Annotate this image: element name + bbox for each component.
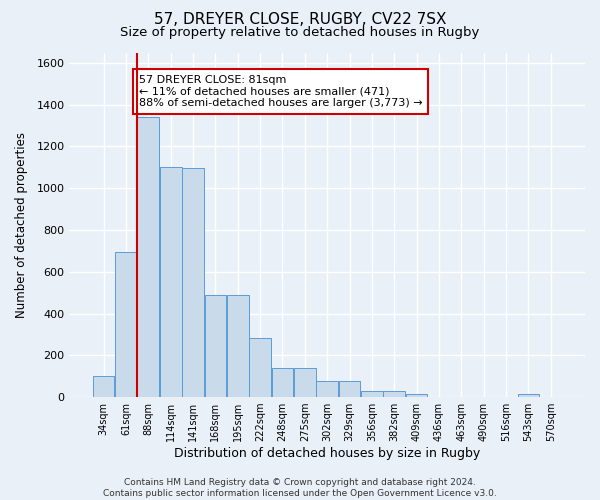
Bar — [361, 391, 383, 397]
Bar — [272, 368, 293, 397]
Bar — [383, 391, 405, 397]
Text: Size of property relative to detached houses in Rugby: Size of property relative to detached ho… — [121, 26, 479, 39]
Bar — [160, 168, 182, 397]
Bar — [316, 382, 338, 397]
Bar — [227, 295, 248, 397]
Bar — [205, 295, 226, 397]
Bar — [518, 394, 539, 397]
Bar — [338, 382, 361, 397]
Bar — [249, 338, 271, 397]
Bar — [93, 376, 115, 397]
Bar — [182, 168, 204, 397]
X-axis label: Distribution of detached houses by size in Rugby: Distribution of detached houses by size … — [174, 447, 480, 460]
Bar — [137, 117, 159, 397]
Bar — [115, 252, 137, 397]
Bar — [406, 394, 427, 397]
Text: 57, DREYER CLOSE, RUGBY, CV22 7SX: 57, DREYER CLOSE, RUGBY, CV22 7SX — [154, 12, 446, 28]
Text: 57 DREYER CLOSE: 81sqm
← 11% of detached houses are smaller (471)
88% of semi-de: 57 DREYER CLOSE: 81sqm ← 11% of detached… — [139, 75, 422, 108]
Bar — [294, 368, 316, 397]
Text: Contains HM Land Registry data © Crown copyright and database right 2024.
Contai: Contains HM Land Registry data © Crown c… — [103, 478, 497, 498]
Y-axis label: Number of detached properties: Number of detached properties — [15, 132, 28, 318]
